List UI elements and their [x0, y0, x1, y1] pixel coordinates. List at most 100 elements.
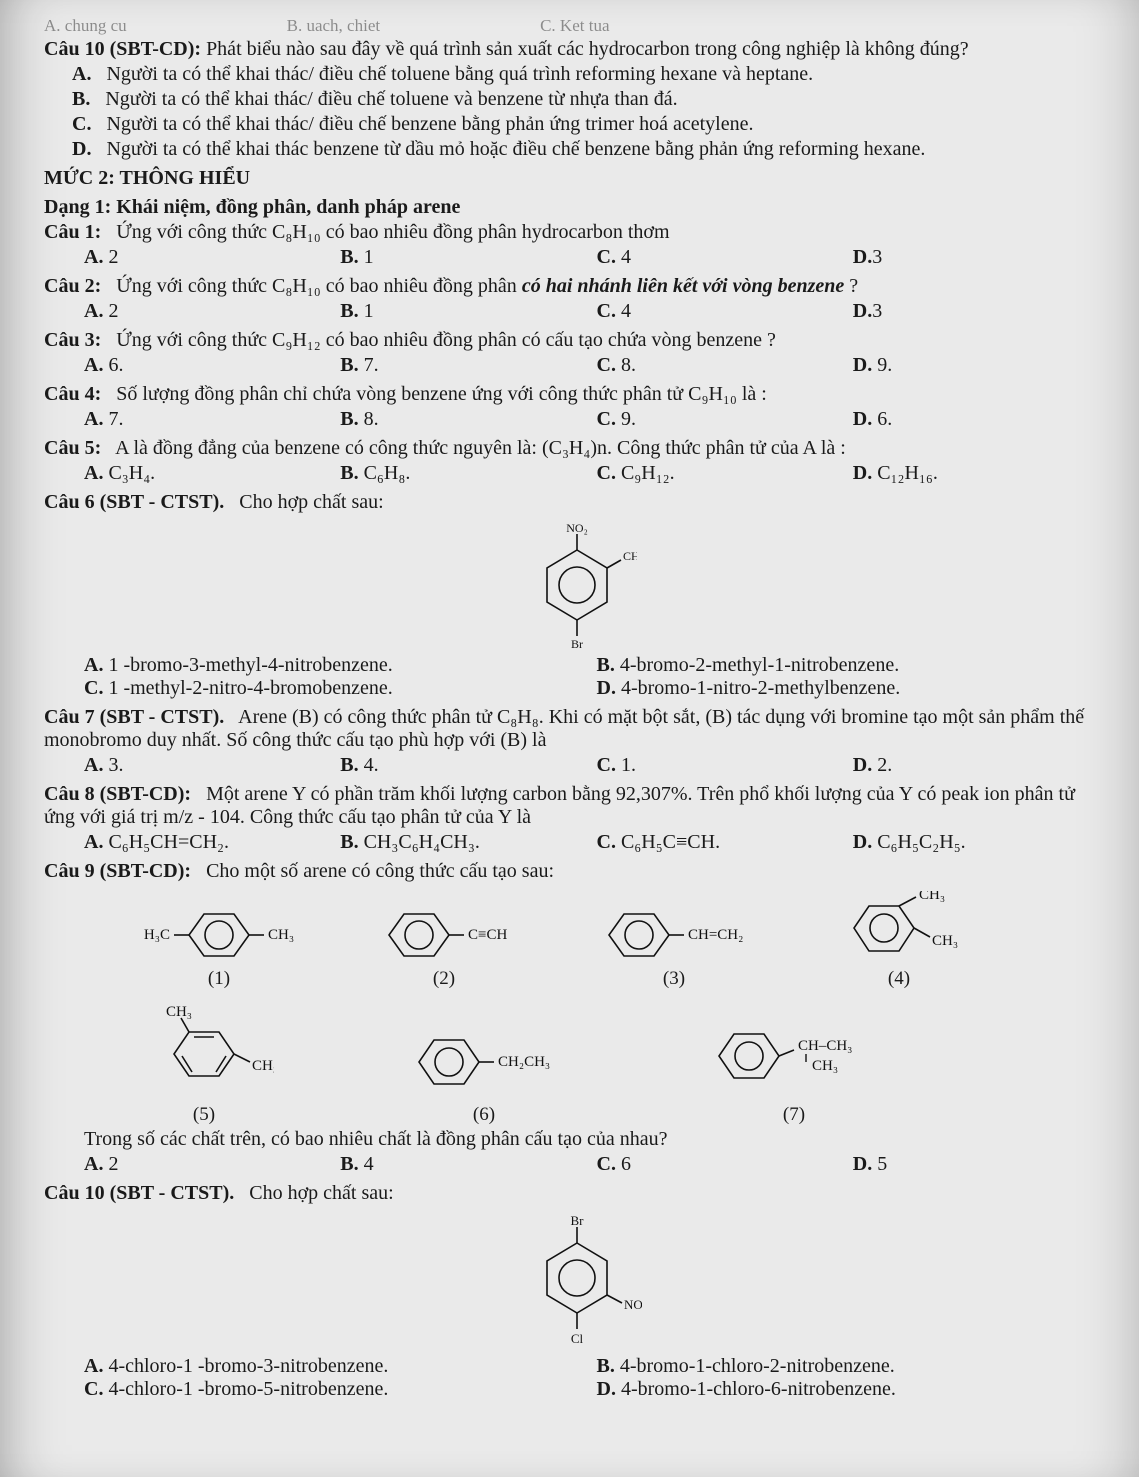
q2-tail: ?: [849, 275, 858, 297]
q10a-opt-A: A. Người ta có thể khai thác/ điều chế t…: [72, 63, 1109, 86]
q6-prefix: Câu 6 (SBT - CTST).: [44, 491, 224, 513]
header-frag-b: B. uach, chiet: [287, 16, 380, 36]
benzene-nitro-methyl-bromo-icon: NO₂ CH₃ Br: [517, 520, 637, 650]
q9-row2: CH₃ CH₃ (5) CH₂CH₃ (6): [134, 1002, 1109, 1126]
q10a-opt-C-text: Người ta có thể khai thác/ điều chế benz…: [106, 113, 753, 135]
q10b-opt-C: C. 4-chloro-1 -bromo-5-nitrobenzene.: [84, 1378, 597, 1401]
q6-stem: Câu 6 (SBT - CTST). Cho hợp chất sau:: [44, 491, 1109, 514]
svg-text:NO₂: NO₂: [624, 1297, 642, 1312]
mol-6-label: (6): [473, 1104, 495, 1126]
q7-choices: A. 3. B. 4. C. 1. D. 2.: [84, 754, 1109, 777]
q3-opt-C: C. 8.: [597, 354, 853, 377]
mol-2-label: (2): [433, 968, 455, 990]
q4-text: Số lượng đồng phân chỉ chứa vòng benzene…: [116, 383, 767, 405]
q9-stem: Câu 9 (SBT-CD): Cho một số arene có công…: [44, 860, 1109, 883]
q9-opt-C: C. 6: [597, 1153, 853, 1176]
q5-prefix: Câu 5:: [44, 437, 101, 459]
q8-prefix: Câu 8 (SBT-CD):: [44, 783, 191, 805]
q2-opt-D: D.3: [853, 300, 1109, 323]
svg-text:CH₃: CH₃: [166, 1004, 192, 1020]
q8-opt-D: D. C₆H₅C₂H₅.: [853, 831, 1109, 854]
mol-1: H₃C CH₃ (1): [134, 904, 304, 990]
q2-choices: A. 2 B. 1 C. 4 D.3: [84, 300, 1109, 323]
q8-opt-B: B. CH₃C₆H₄CH₃.: [340, 831, 596, 854]
q2-text: Ứng với công thức C₈H₁₀ có bao nhiêu đồn…: [116, 275, 522, 297]
mol-1-label: (1): [208, 968, 230, 990]
q1-opt-A: A. 2: [84, 246, 340, 269]
svg-text:CH₃: CH₃: [932, 933, 958, 949]
opt-B-label: B.: [72, 88, 90, 110]
ortho-xylene-icon: CH₃ CH₃: [824, 891, 974, 966]
q8-opt-C: C. C₆H₅C≡CH.: [597, 831, 853, 854]
q9-opt-B: B. 4: [340, 1153, 596, 1176]
q9-question: Trong số các chất trên, có bao nhiêu chấ…: [44, 1128, 1109, 1151]
q3-stem: Câu 3: Ứng với công thức C₉H₁₂ có bao nh…: [44, 329, 1109, 352]
q3-text: Ứng với công thức C₉H₁₂ có bao nhiêu đồn…: [116, 329, 776, 351]
opt-D-label: D.: [72, 138, 91, 160]
q9-choices: A. 2 B. 4 C. 6 D. 5: [84, 1153, 1109, 1176]
mol-5: CH₃ CH₃ (5): [134, 1002, 274, 1126]
q9-opt-A: A. 2: [84, 1153, 340, 1176]
q1-opt-D: D.3: [853, 246, 1109, 269]
q6-opt-C: C. 1 -methyl-2-nitro-4-bromobenzene.: [84, 677, 597, 700]
q10a-opt-C: C. Người ta có thể khai thác/ điều chế b…: [72, 113, 1109, 136]
styrene-icon: CH=CH₂: [584, 904, 764, 966]
svg-text:CH–CH₃: CH–CH₃: [798, 1038, 852, 1054]
header-fragments: A. chung cu B. uach, chiet C. Ket tua: [44, 16, 1109, 36]
mol-5-label: (5): [193, 1104, 215, 1126]
opt-A-label: A.: [72, 63, 91, 85]
q4-opt-A: A. 7.: [84, 408, 340, 431]
q1-prefix: Câu 1:: [44, 221, 101, 243]
q8-choices: A. C₆H₅CH=CH₂. B. CH₃C₆H₄CH₃. C. C₆H₅C≡C…: [84, 831, 1109, 854]
benzene-bromo-chloro-nitro-icon: Br NO₂ Cl: [512, 1211, 642, 1351]
q6-opt-B: B. 4-bromo-2-methyl-1-nitrobenzene.: [597, 654, 1110, 677]
q8-opt-A: A. C₆H₅CH=CH₂.: [84, 831, 340, 854]
q6-opt-A: A. 1 -bromo-3-methyl-4-nitrobenzene.: [84, 654, 597, 677]
q5-opt-D: D. C₁₂H₁₆.: [853, 462, 1109, 485]
q7-prefix: Câu 7 (SBT - CTST).: [44, 706, 224, 728]
q10a-opt-B-text: Người ta có thể khai thác/ điều chế tolu…: [105, 88, 677, 110]
q10b-opt-B: B. 4-bromo-1-chloro-2-nitrobenzene.: [597, 1355, 1110, 1378]
q5-stem: Câu 5: A là đồng đẳng của benzene có côn…: [44, 437, 1109, 460]
svg-text:NO₂: NO₂: [566, 521, 588, 535]
q2-opt-C: C. 4: [597, 300, 853, 323]
q5-choices: A. C₃H₄. B. C₆H₈. C. C₉H₁₂. D. C₁₂H₁₆.: [84, 462, 1109, 485]
q1-text: Ứng với công thức C₈H₁₀ có bao nhiêu đồn…: [116, 221, 669, 243]
svg-text:CH₂CH₃: CH₂CH₃: [498, 1054, 550, 1070]
q10b-text: Cho hợp chất sau:: [249, 1182, 393, 1204]
q10b-opt-A: A. 4-chloro-1 -bromo-3-nitrobenzene.: [84, 1355, 597, 1378]
q1-opt-C: C. 4: [597, 246, 853, 269]
q5-opt-C: C. C₉H₁₂.: [597, 462, 853, 485]
svg-text:CH₃: CH₃: [268, 927, 294, 943]
dang1-title: Dạng 1: Khái niệm, đồng phân, danh pháp …: [44, 196, 1109, 219]
q10a-opt-B: B. Người ta có thể khai thác/ điều chế t…: [72, 88, 1109, 111]
q6-opt-D: D. 4-bromo-1-nitro-2-methylbenzene.: [597, 677, 1110, 700]
q2-opt-A: A. 2: [84, 300, 340, 323]
q7-opt-B: B. 4.: [340, 754, 596, 777]
q8-stem: Câu 8 (SBT-CD): Một arene Y có phần trăm…: [44, 783, 1109, 829]
q3-choices: A. 6. B. 7. C. 8. D. 9.: [84, 354, 1109, 377]
q4-opt-D: D. 6.: [853, 408, 1109, 431]
q2-opt-B: B. 1: [340, 300, 596, 323]
q3-opt-B: B. 7.: [340, 354, 596, 377]
svg-text:CH₃: CH₃: [919, 891, 945, 903]
q7-opt-D: D. 2.: [853, 754, 1109, 777]
phenylacetylene-icon: C≡CH: [364, 904, 524, 966]
svg-text:CH₃: CH₃: [812, 1058, 838, 1074]
q9-prefix: Câu 9 (SBT-CD):: [44, 860, 191, 882]
page: A. chung cu B. uach, chiet C. Ket tua Câ…: [0, 0, 1139, 1477]
svg-text:CH₃: CH₃: [252, 1058, 274, 1074]
q6-text: Cho hợp chất sau:: [239, 491, 383, 513]
q10b-prefix: Câu 10 (SBT - CTST).: [44, 1182, 234, 1204]
q3-prefix: Câu 3:: [44, 329, 101, 351]
q10a-opt-A-text: Người ta có thể khai thác/ điều chế tolu…: [106, 63, 813, 85]
svg-text:Br: Br: [571, 637, 583, 650]
q10b-stem: Câu 10 (SBT - CTST). Cho hợp chất sau:: [44, 1182, 1109, 1205]
mol-2: C≡CH (2): [364, 904, 524, 990]
q6-choices: A. 1 -bromo-3-methyl-4-nitrobenzene. B. …: [84, 654, 1109, 700]
ethylbenzene-icon: CH₂CH₃: [394, 1022, 574, 1102]
svg-text:CH=CH₂: CH=CH₂: [688, 927, 743, 943]
q9-row1: H₃C CH₃ (1) C≡CH (2): [134, 891, 1109, 990]
q2-italic: có hai nhánh liên kết với vòng benzene: [522, 275, 844, 297]
q1-opt-B: B. 1: [340, 246, 596, 269]
